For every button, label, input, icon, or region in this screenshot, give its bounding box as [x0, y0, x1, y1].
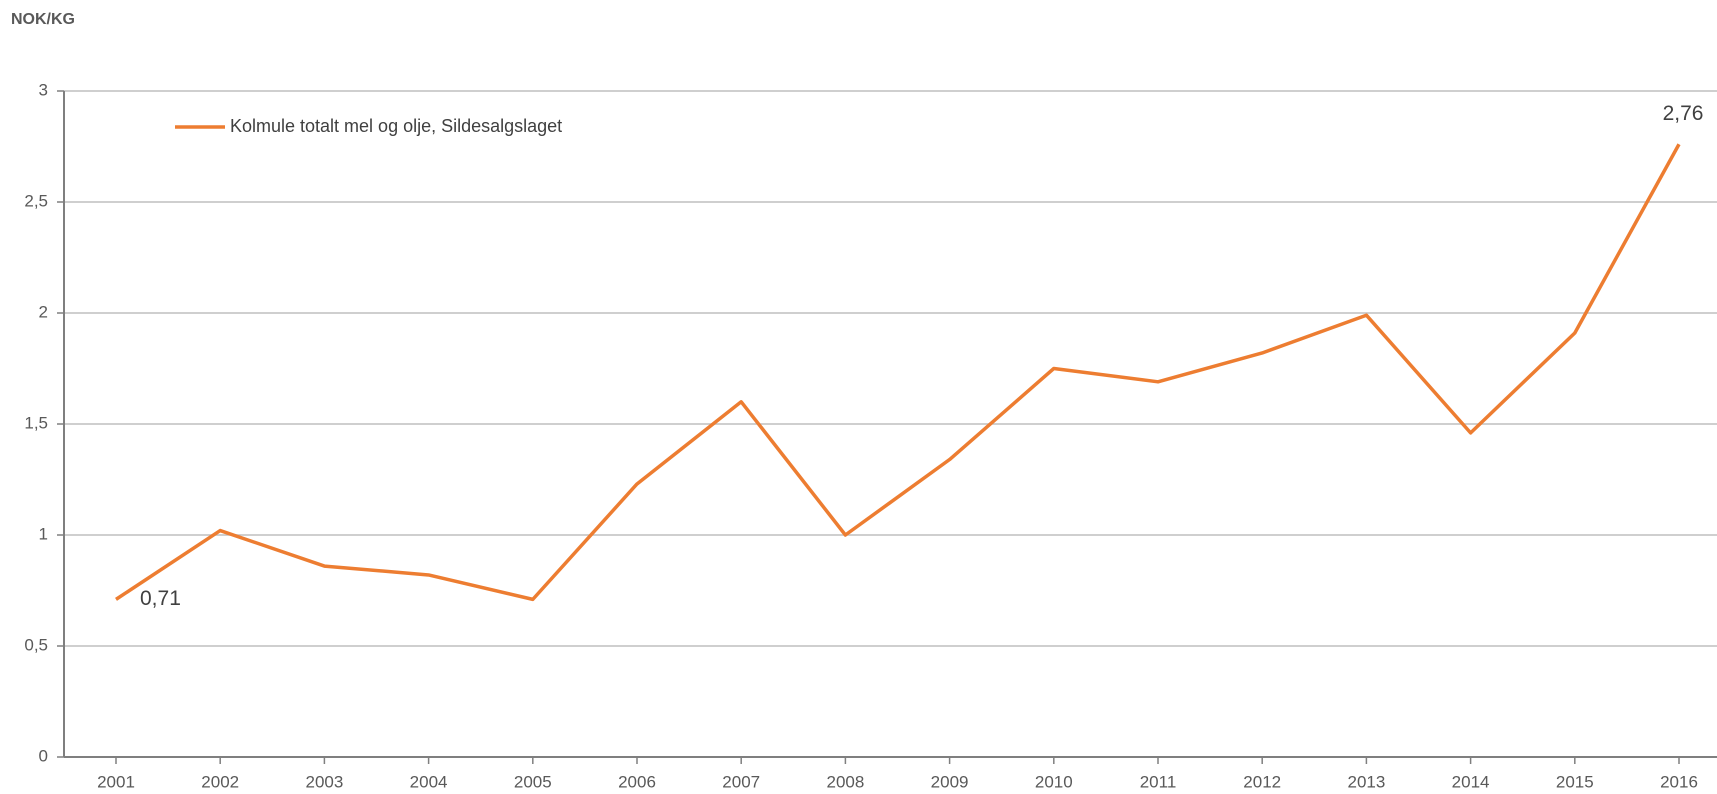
- x-tick-label: 2006: [618, 772, 656, 791]
- y-tick-label: 2: [39, 302, 48, 321]
- x-tick-label: 2007: [722, 772, 760, 791]
- x-tick-label: 2013: [1347, 772, 1385, 791]
- x-tick-label: 2015: [1556, 772, 1594, 791]
- x-tick-label: 2009: [931, 772, 969, 791]
- x-tick-label: 2011: [1140, 772, 1177, 791]
- x-tick-label: 2014: [1452, 772, 1490, 791]
- y-tick-label: 1,5: [24, 413, 48, 432]
- x-tick-label: 2002: [201, 772, 239, 791]
- x-tick-label: 2012: [1243, 772, 1281, 791]
- x-tick-label: 2016: [1660, 772, 1698, 791]
- y-tick-label: 0,5: [24, 635, 48, 654]
- x-tick-label: 2008: [826, 772, 864, 791]
- x-tick-label: 2003: [305, 772, 343, 791]
- line-series: [115, 143, 1681, 602]
- data-label: 0,71: [140, 587, 181, 610]
- x-tick-label: 2001: [97, 772, 135, 791]
- y-axis-title: NOK/KG: [11, 11, 75, 28]
- legend-label: Kolmule totalt mel og olje, Sildesalgsla…: [230, 116, 562, 136]
- y-tick-label: 0: [39, 746, 48, 765]
- x-tick-label: 2005: [514, 772, 552, 791]
- y-tick-label: 3: [39, 80, 48, 99]
- y-tick-label: 1: [39, 524, 48, 543]
- y-tick-label: 2,5: [24, 191, 48, 210]
- data-label: 2,76: [1663, 102, 1704, 125]
- x-tick-label: 2010: [1035, 772, 1073, 791]
- x-tick-label: 2004: [410, 772, 448, 791]
